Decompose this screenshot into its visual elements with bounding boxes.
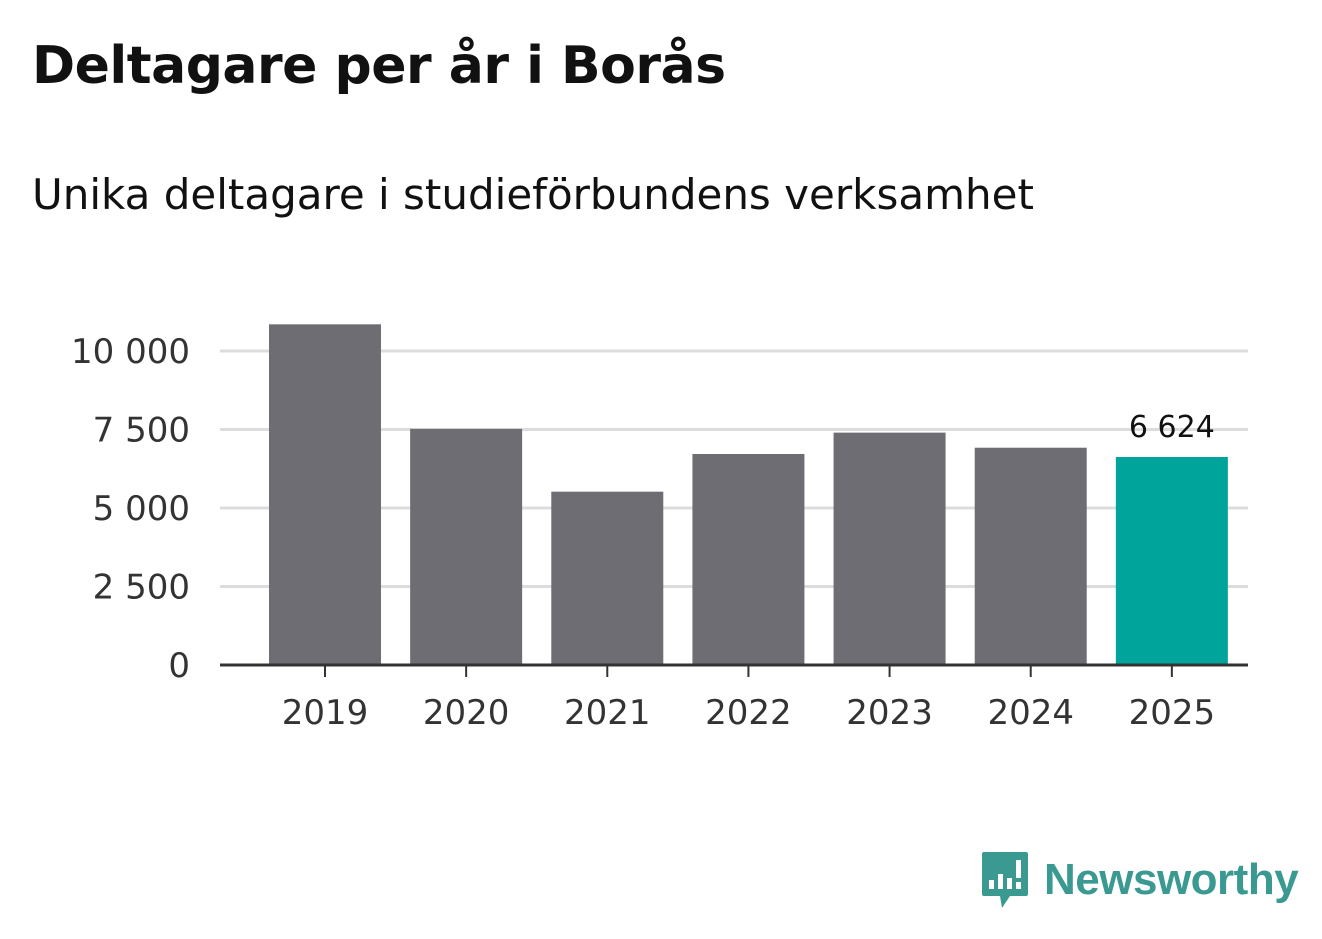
bars-layer bbox=[269, 324, 1228, 665]
y-tick-label: 10 000 bbox=[71, 332, 190, 372]
bar-2022 bbox=[692, 453, 805, 665]
bar-2020 bbox=[410, 428, 523, 665]
bar-2021 bbox=[551, 491, 664, 665]
y-tick-label: 0 bbox=[168, 646, 190, 686]
bar-2025 bbox=[1115, 457, 1228, 665]
chart-subtitle: Unika deltagare i studieförbundens verks… bbox=[32, 170, 1034, 219]
labels-layer: 0 2 500 5 000 7 500 10 000 2019 2020 2021 2022 20… bbox=[71, 332, 1215, 733]
x-tick-label: 2024 bbox=[987, 693, 1074, 733]
x-tick-label: 2020 bbox=[423, 693, 510, 733]
x-tick-label: 2019 bbox=[282, 693, 369, 733]
x-tick-label: 2025 bbox=[1129, 693, 1216, 733]
brand-name: Newsworthy bbox=[1044, 855, 1299, 904]
x-tick-label: 2022 bbox=[705, 693, 792, 733]
axis-layer bbox=[220, 663, 1248, 677]
y-tick-label: 5 000 bbox=[93, 489, 190, 529]
data-label-highlight: 6 624 bbox=[1129, 410, 1215, 445]
newsworthy-logo: Newsworthy bbox=[980, 850, 1299, 910]
bar-2023 bbox=[833, 432, 946, 665]
newsworthy-bar-chart-bubble-icon bbox=[982, 852, 1028, 908]
x-tick-label: 2021 bbox=[564, 693, 651, 733]
y-tick-label: 2 500 bbox=[93, 568, 190, 608]
bar-2019 bbox=[269, 324, 381, 665]
chart-title: Deltagare per år i Borås bbox=[32, 36, 726, 96]
bar-2024 bbox=[974, 447, 1087, 665]
y-tick-label: 7 500 bbox=[93, 411, 190, 451]
x-tick-label: 2023 bbox=[846, 693, 933, 733]
